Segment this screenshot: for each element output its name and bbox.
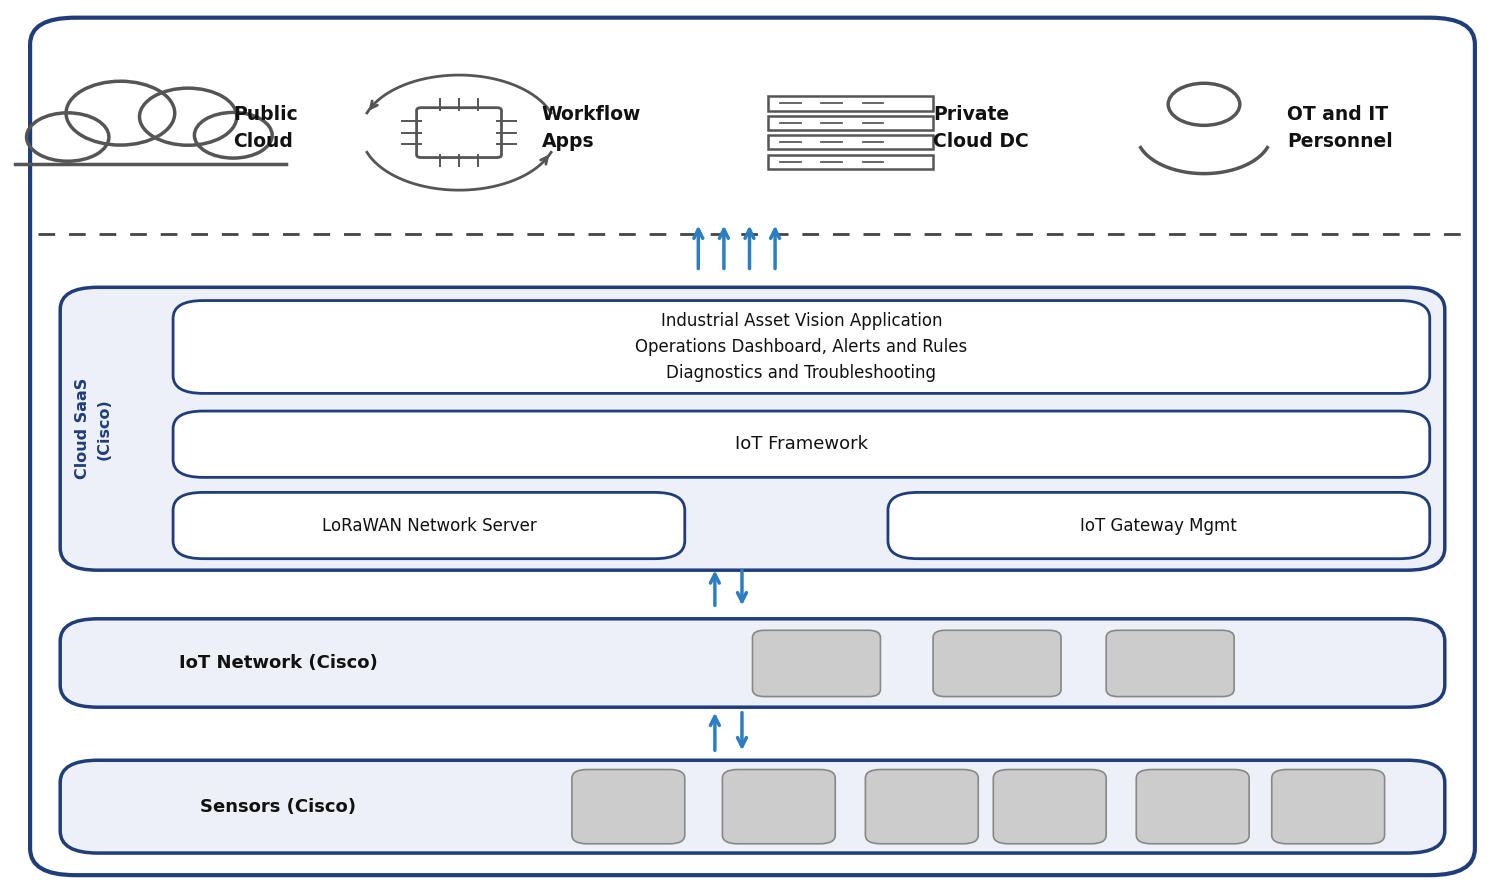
Text: Cloud SaaS
(Cisco): Cloud SaaS (Cisco) — [75, 378, 111, 479]
FancyBboxPatch shape — [933, 630, 1061, 697]
FancyBboxPatch shape — [865, 769, 978, 843]
Text: Workflow
Apps: Workflow Apps — [542, 105, 641, 151]
FancyBboxPatch shape — [173, 301, 1430, 393]
FancyBboxPatch shape — [1106, 630, 1234, 697]
Text: Industrial Asset Vision Application
Operations Dashboard, Alerts and Rules
Diagn: Industrial Asset Vision Application Oper… — [635, 311, 968, 383]
Text: IoT Framework: IoT Framework — [734, 435, 868, 453]
FancyBboxPatch shape — [722, 769, 835, 843]
Text: Private
Cloud DC: Private Cloud DC — [933, 105, 1029, 151]
FancyBboxPatch shape — [993, 769, 1106, 843]
FancyBboxPatch shape — [60, 760, 1445, 853]
FancyBboxPatch shape — [60, 287, 1445, 570]
FancyBboxPatch shape — [173, 411, 1430, 477]
Text: OT and IT
Personnel: OT and IT Personnel — [1287, 105, 1392, 151]
FancyBboxPatch shape — [173, 492, 685, 559]
FancyBboxPatch shape — [1272, 769, 1385, 843]
FancyBboxPatch shape — [572, 769, 685, 843]
FancyBboxPatch shape — [888, 492, 1430, 559]
Text: Public
Cloud: Public Cloud — [233, 105, 298, 151]
Text: Sensors (Cisco): Sensors (Cisco) — [200, 797, 357, 816]
Text: IoT Network (Cisco): IoT Network (Cisco) — [179, 654, 378, 672]
Text: IoT Gateway Mgmt: IoT Gateway Mgmt — [1081, 516, 1237, 535]
FancyBboxPatch shape — [60, 619, 1445, 707]
FancyBboxPatch shape — [752, 630, 880, 697]
FancyBboxPatch shape — [1136, 769, 1249, 843]
Text: LoRaWAN Network Server: LoRaWAN Network Server — [322, 516, 536, 535]
FancyBboxPatch shape — [30, 18, 1475, 875]
